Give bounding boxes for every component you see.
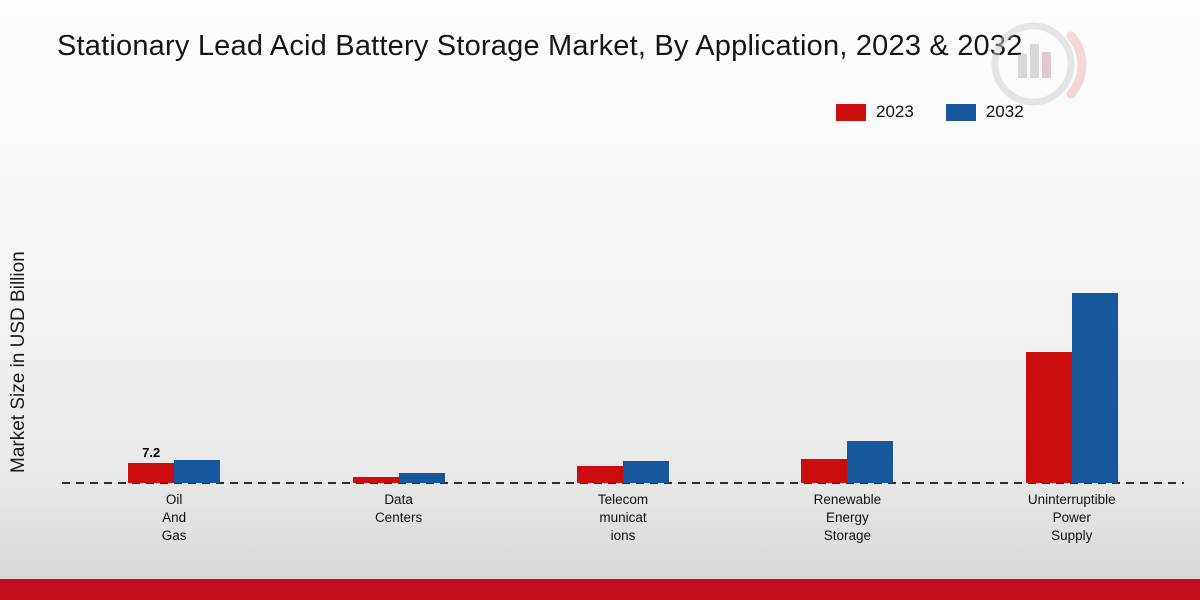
bar-2023 — [352, 476, 399, 483]
y-axis-label: Market Size in USD Billion — [8, 251, 29, 474]
legend-label-2023: 2023 — [876, 102, 914, 121]
bar-pair — [1025, 293, 1118, 483]
footer-accent-bar — [0, 579, 1200, 600]
legend-swatch-2032 — [945, 103, 976, 121]
bar-2032 — [174, 459, 221, 483]
category-label: Oil And Gas — [161, 492, 187, 544]
category-label: Telecom municat ions — [597, 492, 649, 544]
bar-pair: 7.2 — [128, 445, 221, 483]
legend-swatch-2023 — [836, 103, 866, 121]
category-label: Uninterruptible Power Supply — [1027, 492, 1116, 544]
plot-area: 7.2 Oil And Gas Data Centers Telecom municat ion… — [62, 150, 1184, 543]
legend-item-2023: 2023 — [836, 102, 914, 122]
bar-pair — [801, 441, 894, 483]
brand-watermark-logo-icon — [985, 10, 1095, 120]
x-axis-baseline — [62, 482, 1184, 484]
bar-2023 — [576, 466, 623, 483]
bar-group: Uninterruptible Power Supply — [1025, 293, 1118, 543]
legend: 2023 2032 — [836, 102, 1024, 122]
category-label: Data Centers — [374, 492, 423, 526]
bar-group: 7.2 Oil And Gas — [128, 445, 221, 543]
bar-group: Data Centers — [352, 473, 445, 525]
bar-group: Telecom municat ions — [576, 461, 669, 543]
bar-pair — [576, 461, 669, 483]
bar-2023 — [1025, 352, 1072, 483]
bar-2023 — [801, 459, 848, 483]
bar-group: Renewable Energy Storage — [801, 441, 894, 543]
bar-2032 — [1071, 293, 1118, 483]
bar-value-label: 7.2 — [142, 444, 161, 460]
bar-2032 — [398, 473, 445, 483]
category-label: Renewable Energy Storage — [813, 492, 882, 544]
legend-item-2032: 2032 — [945, 102, 1024, 122]
bar-2023: 7.2 — [128, 445, 175, 483]
legend-label-2032: 2032 — [985, 102, 1024, 121]
bar-pair — [352, 473, 445, 483]
chart-title: Stationary Lead Acid Battery Storage Mar… — [57, 30, 1023, 62]
bar-2032 — [847, 441, 894, 483]
bar-2032 — [622, 461, 669, 483]
